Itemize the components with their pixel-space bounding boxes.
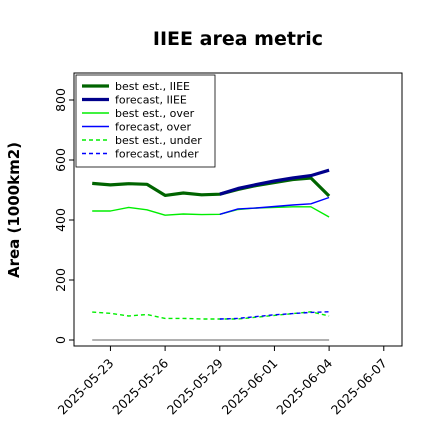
legend-label-1: best est., IIEE	[115, 80, 190, 93]
series-line-1	[92, 176, 331, 198]
series-line-3	[92, 206, 330, 218]
y-tick-label-4: 800	[53, 88, 68, 112]
x-tick-label-0: 2025-05-23	[55, 356, 117, 418]
legend-label-5: best est., under	[115, 134, 202, 147]
chart-title: IIEE area metric	[153, 28, 323, 50]
y-tick-label-1: 200	[53, 268, 68, 292]
plot-frame	[73, 72, 403, 347]
series-line-6	[219, 311, 330, 320]
x-tick-label-1: 2025-05-26	[109, 355, 171, 417]
series-line-4	[219, 196, 330, 215]
y-tick-label-3: 600	[53, 148, 68, 172]
series-line-2	[219, 168, 330, 196]
x-tick-label-2: 2025-05-29	[164, 355, 226, 417]
series-line-5	[92, 311, 330, 320]
y-tick-label-0: 0	[53, 336, 68, 344]
y-axis-label: Area (1000km2)	[5, 142, 23, 278]
x-tick-label-5: 2025-06-07	[328, 356, 390, 418]
y-tick-label-2: 400	[53, 208, 68, 232]
series-layer	[92, 168, 331, 320]
legend-label-3: best est., over	[115, 107, 195, 120]
legend-box	[75, 74, 216, 168]
legend-label-2: forecast, IIEE	[115, 94, 187, 107]
legend-label-4: forecast, over	[115, 121, 191, 134]
legend-label-6: forecast, under	[115, 148, 199, 161]
x-tick-label-4: 2025-06-04	[273, 355, 335, 417]
x-tick-label-3: 2025-06-01	[219, 356, 281, 418]
